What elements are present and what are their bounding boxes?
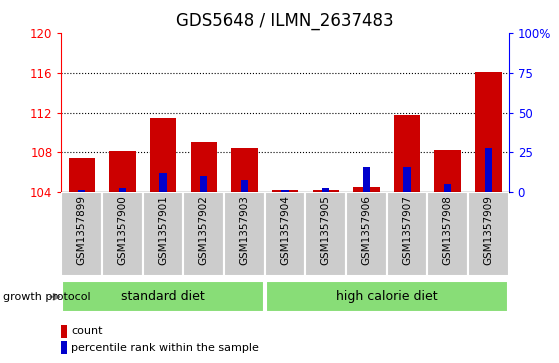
Bar <box>159 173 167 192</box>
Bar <box>191 143 217 192</box>
Bar <box>363 167 370 192</box>
Bar <box>109 151 136 192</box>
Bar <box>394 115 420 192</box>
Bar <box>404 167 411 192</box>
Bar <box>61 325 67 338</box>
Text: count: count <box>71 326 103 336</box>
Text: GSM1357908: GSM1357908 <box>443 195 453 265</box>
Bar <box>78 190 86 192</box>
Bar <box>312 190 339 192</box>
Bar <box>281 190 289 192</box>
Text: GSM1357905: GSM1357905 <box>321 195 331 265</box>
Text: percentile rank within the sample: percentile rank within the sample <box>71 343 259 352</box>
Bar <box>200 176 207 192</box>
Text: growth protocol: growth protocol <box>3 292 91 302</box>
Bar <box>150 118 176 192</box>
Bar <box>61 192 102 276</box>
Bar <box>266 281 508 312</box>
Text: GSM1357906: GSM1357906 <box>362 195 371 265</box>
Bar <box>468 192 509 276</box>
Text: GSM1357899: GSM1357899 <box>77 195 87 265</box>
Bar <box>272 190 299 192</box>
Bar <box>485 148 492 192</box>
Text: high calorie diet: high calorie diet <box>336 290 438 303</box>
Bar <box>224 192 265 276</box>
Bar <box>143 192 183 276</box>
Text: GSM1357904: GSM1357904 <box>280 195 290 265</box>
Bar <box>61 341 67 354</box>
Bar <box>265 192 305 276</box>
Bar <box>241 180 248 192</box>
Title: GDS5648 / ILMN_2637483: GDS5648 / ILMN_2637483 <box>176 12 394 30</box>
Bar <box>428 192 468 276</box>
Bar <box>346 192 387 276</box>
Bar <box>475 72 501 192</box>
Text: GSM1357901: GSM1357901 <box>158 195 168 265</box>
Bar <box>387 192 428 276</box>
Bar <box>305 192 346 276</box>
Bar <box>183 192 224 276</box>
Text: GSM1357907: GSM1357907 <box>402 195 412 265</box>
Bar <box>322 188 329 192</box>
Text: GSM1357900: GSM1357900 <box>117 195 127 265</box>
Bar <box>231 148 258 192</box>
Bar <box>434 150 461 192</box>
Bar <box>444 184 451 192</box>
Text: GSM1357909: GSM1357909 <box>484 195 494 265</box>
Text: GSM1357903: GSM1357903 <box>239 195 249 265</box>
Text: standard diet: standard diet <box>121 290 205 303</box>
Bar <box>119 188 126 192</box>
Bar <box>69 158 95 192</box>
Bar <box>353 187 380 192</box>
Text: GSM1357902: GSM1357902 <box>199 195 209 265</box>
Bar <box>102 192 143 276</box>
Bar <box>62 281 264 312</box>
